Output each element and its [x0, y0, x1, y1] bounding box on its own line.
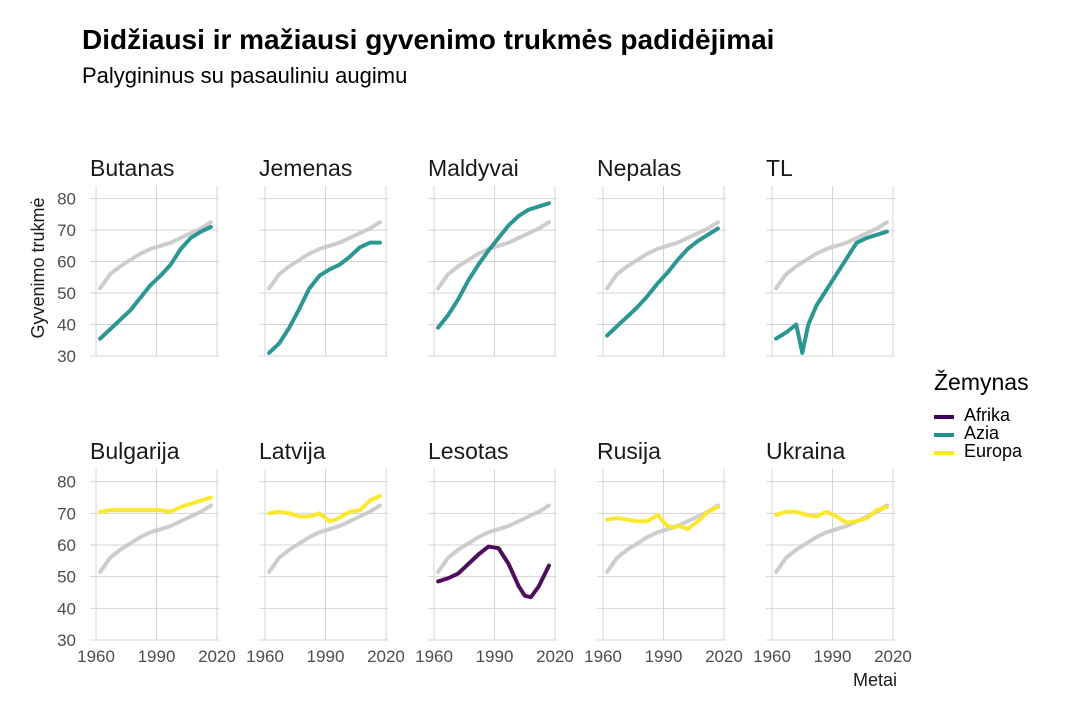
world-line-butanas: [98, 220, 213, 291]
y-tick-label: 40: [57, 599, 76, 618]
panel-title-tl: TL: [766, 155, 793, 181]
x-tick-label: 1990: [814, 647, 852, 666]
panel-title-latvija: Latvija: [259, 438, 326, 464]
chart-subtitle: Palygininus su pasauliniu augimu: [82, 63, 408, 88]
y-tick-label: 30: [57, 631, 76, 650]
panel-title-nepalas: Nepalas: [597, 155, 681, 181]
series-line-tl: [774, 229, 889, 355]
series-line-butanas: [98, 224, 213, 341]
y-tick-label: 30: [57, 347, 76, 366]
x-tick-label: 2020: [367, 647, 405, 666]
x-tick-label: 1990: [138, 647, 176, 666]
panel-title-bulgarija: Bulgarija: [90, 438, 180, 464]
chart-title: Didžiausi ir mažiausi gyvenimo trukmės p…: [82, 24, 775, 55]
world-line-rusija: [605, 503, 720, 574]
world-line-lesotas: [436, 503, 551, 574]
panel-title-rusija: Rusija: [597, 438, 661, 464]
y-tick-label: 40: [57, 316, 76, 335]
x-tick-label: 2020: [874, 647, 912, 666]
panel-title-lesotas: Lesotas: [428, 438, 509, 464]
world-line-maldyvai: [436, 220, 551, 291]
x-axis-title: Metai: [853, 670, 897, 690]
x-tick-label: 1960: [584, 647, 622, 666]
x-tick-label: 1990: [645, 647, 683, 666]
x-tick-label: 2020: [198, 647, 236, 666]
x-tick-label: 1990: [307, 647, 345, 666]
panel-title-ukraina: Ukraina: [766, 438, 845, 464]
series-line-maldyvai: [436, 201, 551, 330]
legend-label-europa: Europa: [964, 441, 1023, 461]
panel-title-butanas: Butanas: [90, 155, 174, 181]
y-tick-label: 80: [57, 190, 76, 209]
series-line-lesotas: [436, 544, 551, 600]
x-tick-label: 2020: [536, 647, 574, 666]
y-tick-label: 50: [57, 568, 76, 587]
legend-label-afrika: Afrika: [964, 405, 1011, 425]
panel-title-jemenas: Jemenas: [259, 155, 352, 181]
legend-key-europa: [934, 451, 954, 455]
x-tick-label: 1960: [415, 647, 453, 666]
world-line-jemenas: [267, 220, 382, 291]
legend-key-afrika: [934, 415, 954, 419]
y-axis-title: Gyvenimo trukmė: [28, 197, 48, 338]
legend-title: Žemynas: [934, 369, 1029, 395]
x-tick-label: 2020: [705, 647, 743, 666]
world-line-tl: [774, 220, 889, 291]
series-line-bulgarija: [98, 495, 213, 514]
world-line-bulgarija: [98, 503, 213, 574]
y-tick-label: 70: [57, 504, 76, 523]
panel-title-maldyvai: Maldyvai: [428, 155, 519, 181]
series-line-rusija: [605, 505, 720, 532]
y-tick-label: 80: [57, 473, 76, 492]
series-line-ukraina: [774, 505, 889, 525]
world-line-nepalas: [605, 220, 720, 291]
y-tick-label: 60: [57, 253, 76, 272]
legend-label-azia: Azia: [964, 423, 1000, 443]
legend-key-azia: [934, 433, 954, 437]
y-tick-label: 70: [57, 221, 76, 240]
x-tick-label: 1960: [753, 647, 791, 666]
series-line-jemenas: [267, 240, 382, 355]
world-line-latvija: [267, 503, 382, 574]
x-tick-label: 1960: [246, 647, 284, 666]
x-tick-label: 1990: [476, 647, 514, 666]
y-tick-label: 50: [57, 284, 76, 303]
series-line-nepalas: [605, 226, 720, 338]
x-tick-label: 1960: [77, 647, 115, 666]
series-line-latvija: [267, 493, 382, 524]
y-tick-label: 60: [57, 536, 76, 555]
